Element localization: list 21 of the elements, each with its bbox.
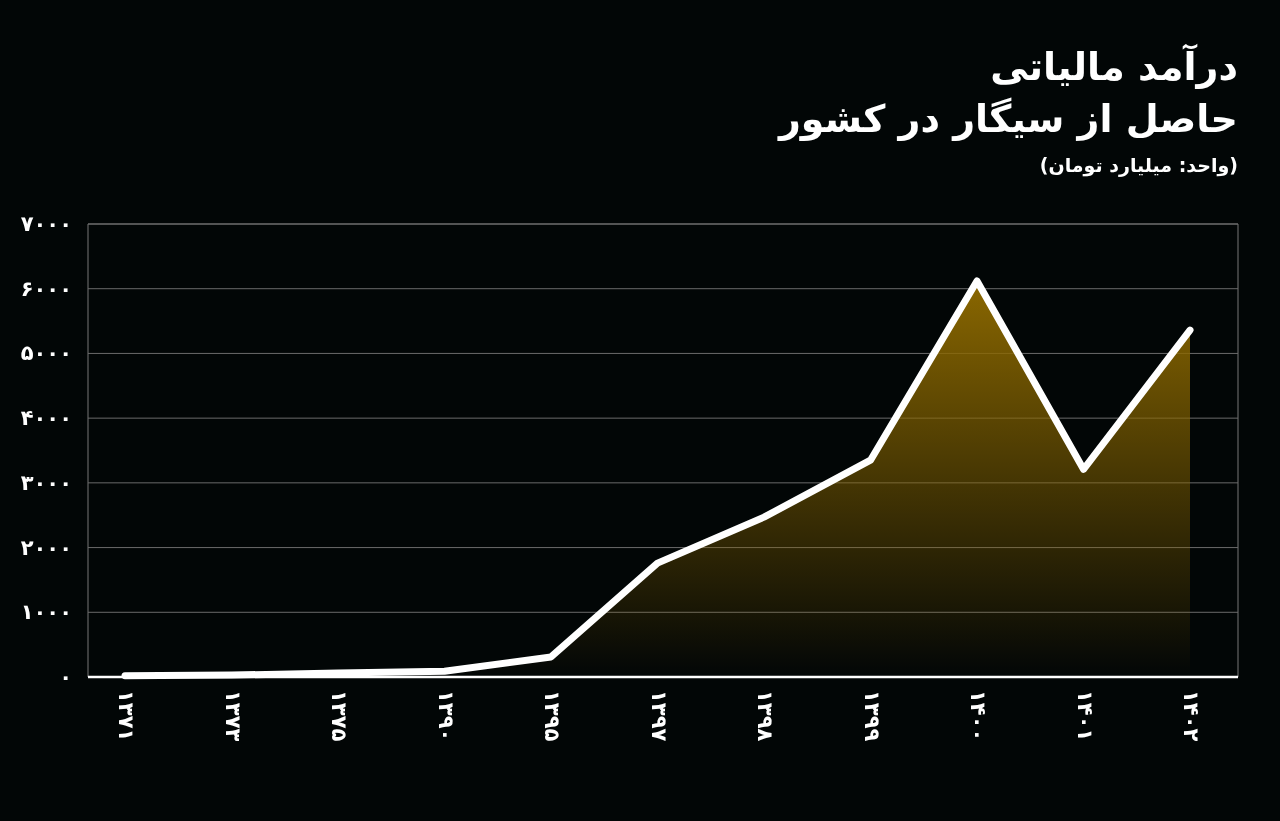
y-tick-label: ۶۰۰۰	[20, 276, 72, 301]
x-tick-label: ۱۳۷۱	[114, 690, 138, 742]
chart-subtitle: (واحد: میلیارد تومان)	[1039, 154, 1238, 177]
x-tick-label: ۱۳۷۳	[220, 690, 245, 742]
x-tick-label: ۱۳۹۹	[859, 690, 884, 742]
y-tick-label: ۱۰۰۰	[20, 600, 72, 625]
y-tick-label: ۲۰۰۰	[20, 535, 72, 560]
y-tick-label: ۴۰۰۰	[20, 406, 72, 431]
y-tick-label: ۳۰۰۰	[20, 470, 72, 495]
y-tick-label: ۷۰۰۰	[20, 212, 72, 236]
title: درآمد مالیاتی حاصل از سیگار در کشور	[778, 45, 1238, 141]
x-tick-label: ۱۳۹۷	[646, 690, 671, 742]
x-tick-label: ۱۳۹۸	[753, 690, 777, 742]
x-tick-label: ۱۴۰۱	[1072, 690, 1097, 742]
y-tick-label: ۰	[59, 665, 72, 689]
x-tick-label: ۱۳۷۵	[327, 690, 351, 742]
x-tick-label: ۱۳۹۵	[540, 690, 564, 742]
x-tick-label: ۱۴۰۰	[966, 690, 990, 742]
y-tick-label: ۵۰۰۰	[20, 341, 72, 366]
x-tick-label: ۱۴۰۲	[1179, 690, 1203, 742]
x-tick-label: ۱۳۹۰	[433, 690, 458, 742]
